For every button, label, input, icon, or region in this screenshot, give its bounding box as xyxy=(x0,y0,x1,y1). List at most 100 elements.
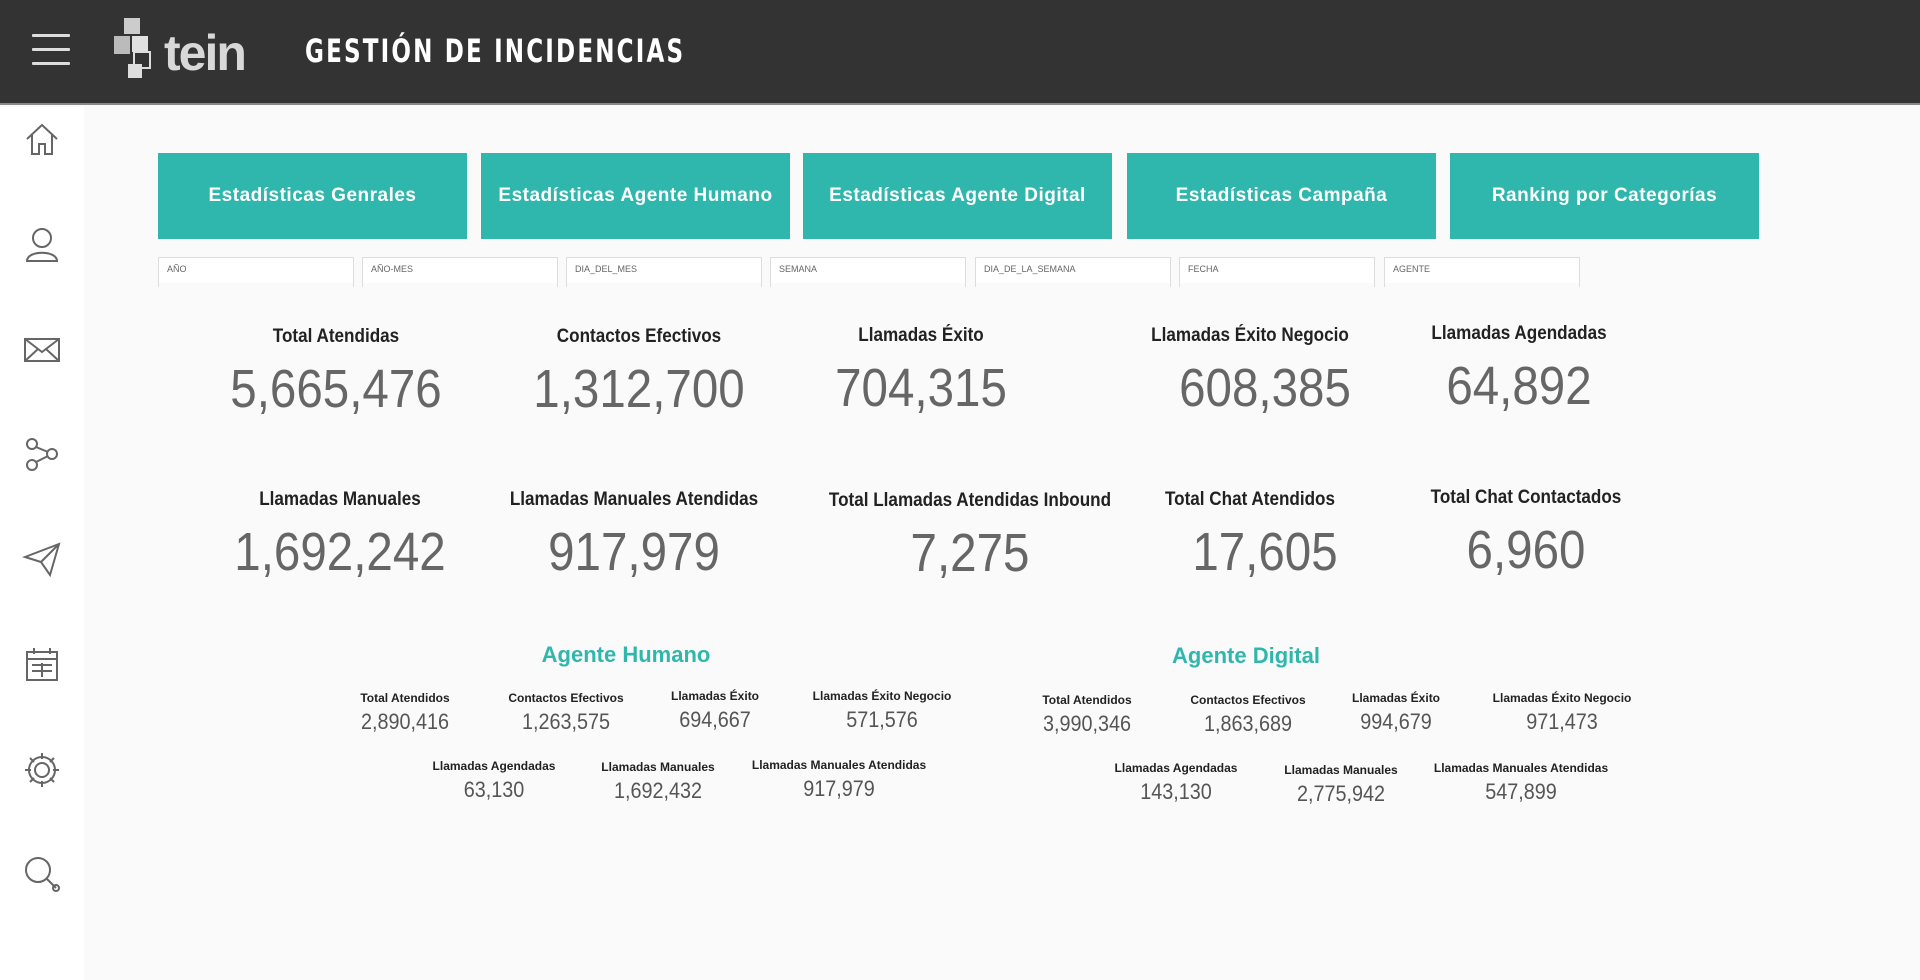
kpi-label: Total Atendidos xyxy=(1042,693,1132,707)
kpi-label: Llamadas Éxito Negocio xyxy=(1151,325,1349,346)
logo-text: tein xyxy=(164,25,247,81)
tab-estadisticas-generales[interactable]: Estadísticas Genrales xyxy=(158,153,467,239)
filter-ano-mes[interactable]: AÑO-MES xyxy=(362,257,558,287)
filter-semana[interactable]: SEMANA xyxy=(770,257,966,287)
send-icon[interactable] xyxy=(21,539,62,579)
kpi-value: 6,960 xyxy=(1466,520,1586,580)
kpi-label: Total Llamadas Atendidas Inbound xyxy=(828,490,1112,511)
humano-kpi: Llamadas Éxito Negocio 571,576 xyxy=(813,689,952,733)
kpi-value: 2,775,942 xyxy=(1296,781,1386,806)
kpi-label: Llamadas Manuales Atendidas xyxy=(1433,761,1609,775)
kpi-label: Llamadas Agendadas xyxy=(1114,761,1238,775)
kpi-card: Llamadas Éxito 704,315 xyxy=(823,325,1018,419)
kpi-label: Llamadas Agendadas xyxy=(1431,323,1607,344)
humano-kpi: Total Atendidos 2,890,416 xyxy=(356,691,454,735)
kpi-value: 694,667 xyxy=(679,707,751,732)
digital-kpi: Llamadas Manuales 2,775,942 xyxy=(1284,763,1397,807)
sidebar xyxy=(0,107,84,980)
kpi-value: 143,130 xyxy=(1140,779,1212,804)
kpi-value: 971,473 xyxy=(1526,709,1598,734)
kpi-card: Llamadas Manuales Atendidas 917,979 xyxy=(496,489,772,583)
kpi-value: 704,315 xyxy=(835,358,1007,418)
kpi-label: Llamadas Éxito xyxy=(858,325,984,346)
kpi-value: 547,899 xyxy=(1485,779,1557,804)
kpi-label: Llamadas Éxito Negocio xyxy=(1492,691,1632,705)
digital-kpi: Llamadas Éxito Negocio 971,473 xyxy=(1493,691,1632,735)
digital-kpi: Llamadas Agendadas 143,130 xyxy=(1115,761,1238,805)
share-icon[interactable] xyxy=(22,434,62,474)
kpi-label: Contactos Efectivos xyxy=(508,691,624,705)
kpi-label: Llamadas Manuales Atendidas xyxy=(509,489,759,510)
digital-kpi: Llamadas Manuales Atendidas 547,899 xyxy=(1434,761,1608,805)
kpi-card: Llamadas Manuales 1,692,242 xyxy=(220,489,460,583)
kpi-value: 63,130 xyxy=(463,777,525,802)
kpi-card: Total Chat Contactados 6,960 xyxy=(1420,487,1632,581)
kpi-label: Llamadas Manuales Atendidas xyxy=(751,758,927,772)
kpi-label: Llamadas Agendadas xyxy=(432,759,556,773)
filter-dia-del-mes[interactable]: DIA_DEL_MES xyxy=(566,257,762,287)
kpi-card: Llamadas Agendadas 64,892 xyxy=(1422,323,1617,417)
kpi-label: Contactos Efectivos xyxy=(1190,693,1306,707)
section-title-agente-digital: Agente Digital xyxy=(1172,643,1320,668)
kpi-card: Total Atendidas 5,665,476 xyxy=(216,326,456,420)
top-bar: tein GESTIÓN DE INCIDENCIAS xyxy=(0,0,1920,105)
kpi-value: 571,576 xyxy=(846,707,918,732)
kpi-value: 64,892 xyxy=(1446,356,1592,416)
humano-kpi: Llamadas Manuales Atendidas 917,979 xyxy=(752,758,926,802)
filter-ano[interactable]: AÑO xyxy=(158,257,354,287)
humano-kpi: Llamadas Agendadas 63,130 xyxy=(433,759,556,803)
kpi-value: 17,605 xyxy=(1192,522,1338,582)
kpi-label: Total Chat Atendidos xyxy=(1164,489,1336,510)
page-title: GESTIÓN DE INCIDENCIAS xyxy=(305,32,686,70)
kpi-label: Llamadas Manuales xyxy=(1284,763,1398,777)
tab-agente-humano[interactable]: Estadísticas Agente Humano xyxy=(481,153,790,239)
kpi-value: 917,979 xyxy=(548,522,720,582)
filter-agente[interactable]: AGENTE xyxy=(1384,257,1580,287)
digital-kpi: Total Atendidos 3,990,346 xyxy=(1038,693,1136,737)
humano-kpi: Llamadas Éxito 694,667 xyxy=(671,689,759,733)
kpi-value: 7,275 xyxy=(910,523,1030,583)
kpi-label: Llamadas Éxito xyxy=(670,689,760,703)
logo-mark-icon xyxy=(114,18,151,78)
kpi-value: 1,312,700 xyxy=(533,359,745,419)
kpi-value: 917,979 xyxy=(803,776,875,801)
kpi-value: 3,990,346 xyxy=(1042,711,1132,736)
kpi-label: Total Atendidos xyxy=(360,691,450,705)
home-icon[interactable] xyxy=(22,119,62,159)
search-icon[interactable] xyxy=(22,854,62,894)
kpi-value: 1,692,242 xyxy=(234,522,446,582)
humano-kpi: Llamadas Manuales 1,692,432 xyxy=(601,760,714,804)
kpi-label: Contactos Efectivos xyxy=(556,326,722,347)
kpi-card: Llamadas Éxito Negocio 608,385 xyxy=(1137,325,1362,419)
section-title-agente-humano: Agente Humano xyxy=(541,642,711,667)
user-icon[interactable] xyxy=(22,224,62,264)
kpi-value: 994,679 xyxy=(1360,709,1432,734)
tab-ranking-categorias[interactable]: Ranking por Categorías xyxy=(1450,153,1759,239)
humano-kpi: Contactos Efectivos 1,263,575 xyxy=(508,691,623,735)
mail-icon[interactable] xyxy=(22,330,62,370)
kpi-label: Llamadas Éxito Negocio xyxy=(812,689,952,703)
kpi-label: Llamadas Manuales xyxy=(259,489,421,510)
filter-fecha[interactable]: FECHA xyxy=(1179,257,1375,287)
calendar-icon[interactable] xyxy=(22,644,62,684)
kpi-label: Total Chat Contactados xyxy=(1430,487,1622,508)
gear-icon[interactable] xyxy=(22,750,62,790)
kpi-card: Total Llamadas Atendidas Inbound 7,275 xyxy=(813,490,1127,584)
kpi-value: 608,385 xyxy=(1179,358,1351,418)
kpi-card: Total Chat Atendidos 17,605 xyxy=(1152,489,1347,583)
kpi-value: 1,263,575 xyxy=(521,709,611,734)
kpi-label: Llamadas Manuales xyxy=(601,760,715,774)
kpi-value: 1,863,689 xyxy=(1203,711,1293,736)
kpi-value: 2,890,416 xyxy=(360,709,450,734)
filter-dia-de-la-semana[interactable]: DIA_DE_LA_SEMANA xyxy=(975,257,1171,287)
kpi-label: Total Atendidas xyxy=(272,326,400,347)
menu-icon[interactable] xyxy=(32,34,70,70)
tab-campana[interactable]: Estadísticas Campaña xyxy=(1127,153,1436,239)
kpi-label: Llamadas Éxito xyxy=(1351,691,1441,705)
tab-agente-digital[interactable]: Estadísticas Agente Digital xyxy=(803,153,1112,239)
kpi-value: 5,665,476 xyxy=(230,359,442,419)
digital-kpi: Llamadas Éxito 994,679 xyxy=(1352,691,1440,735)
tein-logo: tein xyxy=(110,16,255,82)
kpi-value: 1,692,432 xyxy=(613,778,703,803)
kpi-card: Contactos Efectivos 1,312,700 xyxy=(519,326,759,420)
